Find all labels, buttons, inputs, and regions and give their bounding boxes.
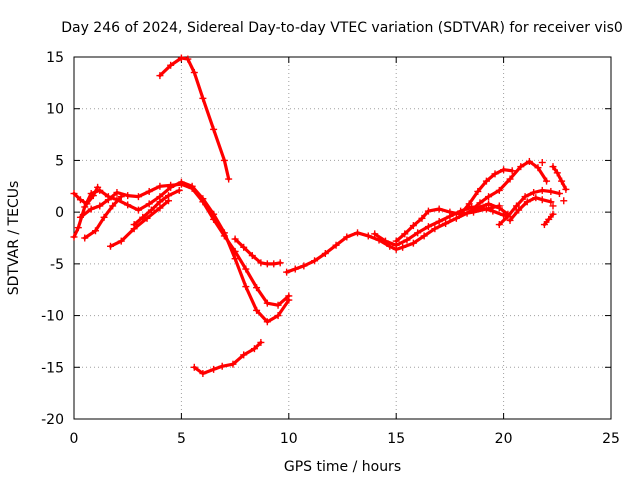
series-point-markers: [231, 235, 284, 268]
series-point-markers: [190, 338, 265, 377]
chart-title: Day 246 of 2024, Sidereal Day-to-day VTE…: [61, 20, 623, 36]
data-series-arc-17: [549, 163, 570, 193]
series-line: [132, 188, 181, 227]
series-line: [108, 199, 171, 248]
axis-ticks: 0 5 10 15 20 25 15 10 5 0 -5 -10 -15 -20: [41, 50, 620, 447]
x-axis-label: GPS time / hours: [284, 459, 401, 475]
y-tick-label: -15: [41, 360, 64, 376]
data-series-arc-5: [70, 183, 102, 208]
data-series-arc-6: [81, 193, 125, 242]
series-point-markers: [392, 202, 503, 245]
grid-lines: [74, 57, 611, 419]
series-point-markers: [81, 193, 125, 242]
series-point-markers: [467, 157, 551, 214]
data-series-arc-9: [231, 235, 284, 268]
data-series-arc-16: [506, 194, 555, 224]
series-point-markers: [549, 163, 570, 193]
data-series-arc-7: [107, 197, 173, 250]
y-tick-label: -10: [41, 309, 64, 325]
y-axis-label: SDTVAR / TECUs: [6, 181, 22, 296]
y-tick-label: 5: [55, 153, 64, 169]
series-point-markers: [540, 210, 557, 229]
data-series-arc-2: [190, 338, 265, 377]
series-point-markers: [107, 197, 173, 250]
series-point-markers: [283, 200, 512, 276]
x-tick-label: 25: [602, 431, 620, 447]
data-series-arc-8: [130, 186, 183, 229]
series-point-markers: [506, 194, 555, 224]
isolated-data-points: [538, 158, 568, 210]
y-tick-label: 15: [46, 50, 64, 66]
x-tick-label: 10: [280, 431, 298, 447]
x-tick-label: 0: [70, 431, 79, 447]
data-series-arc-14: [467, 157, 551, 214]
series-point-markers: [70, 183, 102, 208]
data-series-arc-15: [495, 186, 563, 229]
y-tick-label: 0: [55, 205, 64, 221]
data-series-arc-4: [76, 180, 293, 309]
data-series-arc-1: [156, 54, 233, 183]
data-series-arc-12: [392, 202, 503, 245]
series-point-markers: [70, 178, 293, 326]
series-point-markers: [495, 186, 563, 229]
y-tick-label: -20: [41, 412, 64, 428]
series-line: [192, 340, 263, 376]
plot-frame: [73, 56, 612, 420]
y-tick-label: 10: [46, 102, 64, 118]
data-series-arc-13: [457, 166, 516, 218]
data-series: [70, 54, 570, 377]
series-point-markers: [457, 166, 516, 218]
series-line: [551, 165, 568, 191]
data-series-arc-3: [70, 178, 293, 326]
series-point-markers: [76, 180, 293, 309]
x-tick-label: 5: [177, 431, 186, 447]
series-point-markers: [130, 186, 183, 229]
x-tick-label: 15: [387, 431, 405, 447]
series-point-markers: [156, 54, 233, 183]
x-tick-label: 20: [495, 431, 513, 447]
y-tick-label: -5: [50, 257, 64, 273]
data-series-arc-18: [540, 210, 557, 229]
series-line: [285, 202, 510, 274]
